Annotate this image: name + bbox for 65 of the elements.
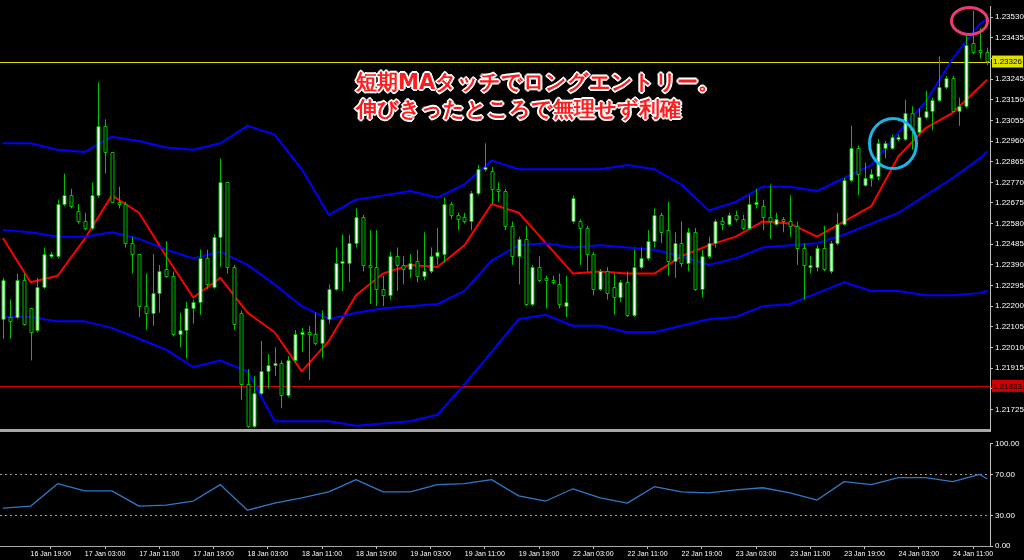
candlestick xyxy=(320,310,325,359)
candlestick xyxy=(978,27,983,59)
y-tick-label: 1.22770 xyxy=(995,177,1024,187)
candlestick xyxy=(788,194,793,238)
candlestick xyxy=(69,188,74,209)
candlestick xyxy=(381,275,386,307)
y-tick-label: 1.22485 xyxy=(995,239,1024,249)
candlestick xyxy=(347,233,352,283)
annotation: 伸びきったところで無理せず利確 xyxy=(356,97,681,121)
candlestick xyxy=(422,231,427,281)
candlestick xyxy=(598,268,603,292)
y-tick-label: 1.23530 xyxy=(995,12,1024,22)
candlestick xyxy=(76,203,81,225)
y-tick-label: 1.22390 xyxy=(995,260,1024,270)
y-tick-label: 1.22295 xyxy=(995,280,1024,290)
y-tick-label: 1.21915 xyxy=(995,363,1024,373)
annotation: 短期MAタッチでロングエントリー。 xyxy=(356,70,720,94)
y-tick-label: 1.23055 xyxy=(995,115,1024,125)
ref-line-label: 1.23326 xyxy=(993,57,1023,67)
candlestick xyxy=(130,236,135,275)
candlestick xyxy=(191,299,196,325)
candlestick xyxy=(564,275,569,318)
candlestick xyxy=(164,240,169,279)
candlestick xyxy=(795,220,800,266)
candlestick xyxy=(571,194,576,225)
candlestick xyxy=(476,164,481,196)
candlestick xyxy=(259,340,264,396)
y-tick-label: 1.22200 xyxy=(995,301,1024,311)
candlestick xyxy=(537,255,542,283)
y-tick-label: 1.22865 xyxy=(995,156,1024,166)
y-tick-label: 1.23245 xyxy=(995,74,1024,84)
y-tick-label: 1.23435 xyxy=(995,33,1024,43)
candlestick xyxy=(971,10,976,55)
candlestick xyxy=(659,212,664,244)
y-tick-label: 1.22675 xyxy=(995,198,1024,208)
candlestick xyxy=(8,299,13,340)
candlestick xyxy=(144,273,149,331)
candlestick xyxy=(754,188,759,209)
candlestick xyxy=(822,225,827,272)
candlestick xyxy=(544,275,549,309)
candlestick xyxy=(937,55,942,103)
y-tick-label: 1.22010 xyxy=(995,342,1024,352)
candlestick xyxy=(639,247,644,270)
candlestick xyxy=(266,353,271,390)
y-tick-label: 30.00 xyxy=(995,510,1016,520)
candlestick xyxy=(415,249,420,283)
y-tick-label: 0.00 xyxy=(995,541,1012,551)
y-tick-label: 1.22105 xyxy=(995,322,1024,331)
candlestick xyxy=(408,253,413,279)
candlestick xyxy=(578,218,583,266)
y-tick-label: 1.21725 xyxy=(995,404,1024,414)
candlestick xyxy=(557,273,562,309)
y-tick-label: 1.22960 xyxy=(995,136,1024,146)
candlestick xyxy=(761,199,766,231)
y-tick-label: 100.00 xyxy=(995,439,1021,448)
candlestick xyxy=(815,244,820,272)
y-tick-label: 1.23150 xyxy=(995,94,1024,104)
candlestick xyxy=(605,266,610,301)
y-tick-label: 70.00 xyxy=(995,469,1016,479)
candlestick xyxy=(483,142,488,172)
ref-line-label: 1.21833 xyxy=(993,381,1023,391)
candlestick xyxy=(917,107,922,136)
y-tick-label: 1.22580 xyxy=(995,218,1024,228)
candlestick xyxy=(517,236,522,285)
candlestick xyxy=(300,327,305,353)
